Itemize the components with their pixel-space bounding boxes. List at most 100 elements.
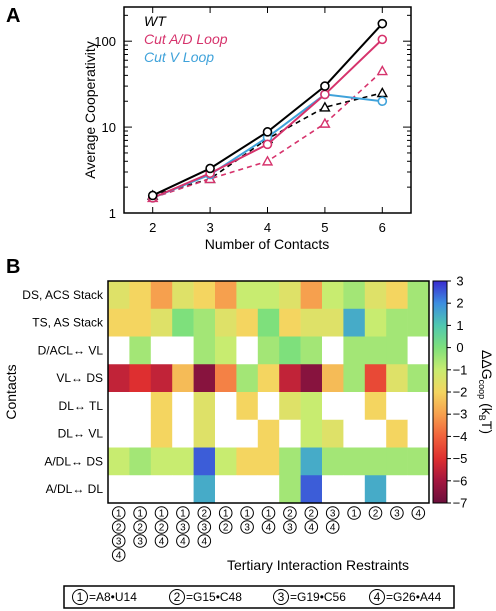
row-label: DS, ACS Stack (22, 288, 104, 302)
restraint-number: 2 (137, 523, 143, 534)
x-axis-title: Number of Contacts (205, 236, 330, 252)
heatmap-cell (386, 447, 408, 476)
restraints-axis-title: Tertiary Interaction Restraints (227, 557, 409, 573)
restraint-number: 3 (330, 509, 336, 520)
heatmap-cell (257, 308, 280, 337)
x-tick-label: 6 (379, 220, 386, 235)
key-number: 1 (77, 590, 84, 604)
heatmap-cell (150, 364, 173, 393)
heatmap-cell (407, 475, 430, 504)
key-label: =G26•A44 (386, 590, 442, 604)
heatmap-cell (108, 308, 130, 337)
heatmap-cell (236, 336, 259, 365)
x-tick-label: 4 (264, 220, 271, 235)
heatmap-cell (407, 419, 430, 448)
restraint-number: 2 (309, 509, 315, 520)
heatmap-cell (322, 419, 344, 448)
heatmap-cell (279, 419, 301, 448)
heatmap-cell (343, 447, 366, 476)
line-chart: 2 3 4 5 6 1 10 100 Average Cooperativity Number… (82, 6, 412, 252)
data-point-triangle (319, 117, 331, 128)
heatmap-frame (107, 280, 430, 504)
heatmap-cell (236, 392, 259, 421)
restraint-circle (133, 506, 147, 520)
heatmap-cell (407, 281, 430, 310)
restraint-number: 3 (180, 523, 186, 534)
heatmap-cell (386, 419, 408, 448)
restraint-number: 1 (159, 509, 165, 520)
heatmap-cell (322, 336, 344, 365)
restraint-number: 2 (287, 509, 293, 520)
heatmap-cell (129, 336, 152, 365)
heatmap-cell (343, 419, 366, 448)
heatmap-cell (279, 336, 301, 365)
heatmap-cell (215, 364, 237, 393)
restraint-number: 4 (180, 537, 186, 548)
restraint-number: 4 (116, 551, 122, 562)
heatmap-cell (300, 419, 323, 448)
restraint-number: 1 (244, 509, 250, 520)
heatmap-cell (364, 308, 387, 337)
heatmap-cell (172, 336, 194, 365)
restraint-number: 4 (330, 523, 336, 534)
heatmap-cell (322, 308, 344, 337)
colorbar-title-sub: coop (477, 380, 487, 400)
row-label: DL↔ TL (59, 399, 104, 413)
restraint-number: 1 (137, 509, 143, 520)
heatmap-cell (322, 364, 344, 393)
key-label: =G19•C56 (290, 590, 346, 604)
heatmap-cell (322, 447, 344, 476)
heatmap-cell (407, 336, 430, 365)
heatmap-cell (386, 308, 408, 337)
heatmap-cell (279, 308, 301, 337)
colorbar: 3 2 1 0 −1 −2 −3 −4 −5 −6 −7 ΔΔGcoop (kBT) (432, 274, 495, 511)
heatmap-cell (129, 419, 152, 448)
restraint-circle (197, 534, 212, 548)
heatmap-cell (343, 364, 366, 393)
data-point-circle (377, 34, 388, 45)
row-labels: DS, ACS Stack TS, AS Stack D/ACL↔ VL VL↔ DS… (22, 288, 104, 496)
colorbar-tick-label: 1 (456, 318, 463, 333)
colorbar-gradient (432, 280, 448, 504)
restraint-number: 3 (137, 537, 143, 548)
colorbar-tick-label: −1 (453, 362, 468, 377)
heatmap-cell (300, 447, 323, 476)
heatmap-cell (150, 308, 173, 337)
data-point-circle (205, 163, 215, 174)
heatmap: DS, ACS Stack TS, AS Stack D/ACL↔ VL VL↔ DS… (3, 274, 495, 609)
series-group (147, 18, 388, 203)
heatmap-cell (172, 364, 194, 393)
row-label: A/DL↔ DS (44, 454, 103, 468)
y-tick-label: 100 (94, 34, 116, 49)
colorbar-tick-label: −6 (453, 473, 468, 488)
colorbar-ticks: 3 2 1 0 −1 −2 −3 −4 −5 −6 −7 (447, 274, 467, 511)
column-labels: 1 2 3 4 1 2 3 1 2 4 1 3 4 2 3 4 1 2 1 3 1 4 2 3 2 4 3 4 1 2 3 4 (111, 506, 426, 562)
heatmap-cell (172, 392, 194, 421)
colorbar-title-unit-sub: B (477, 415, 487, 421)
data-point-circle (262, 139, 273, 150)
heatmap-cell (364, 336, 387, 365)
colorbar-tick-label: 3 (456, 274, 463, 289)
colorbar-tick-label: 2 (456, 296, 463, 311)
heatmap-cell (257, 364, 280, 393)
restraint-circle (261, 520, 276, 534)
data-point-circle (320, 89, 330, 100)
data-point-circle (377, 96, 388, 107)
heatmap-cell (257, 336, 280, 365)
restraint-number: 2 (116, 523, 122, 534)
key-number: 4 (374, 590, 381, 604)
heatmap-cell (236, 419, 259, 448)
colorbar-title: ΔΔGcoop (kBT) (477, 350, 495, 434)
heatmap-cell (386, 281, 408, 310)
heatmap-cell (236, 281, 259, 310)
panel-b-label: B (6, 256, 20, 278)
colorbar-tick-label: −7 (453, 496, 468, 511)
restraint-number: 3 (116, 537, 122, 548)
restraint-number: 1 (351, 509, 357, 520)
heatmap-cell (322, 281, 344, 310)
data-point-circle (147, 190, 158, 201)
colorbar-tick-label: −4 (453, 429, 468, 444)
key-circle (273, 589, 289, 605)
restraint-circle (411, 506, 426, 520)
restraint-number: 2 (223, 523, 229, 534)
